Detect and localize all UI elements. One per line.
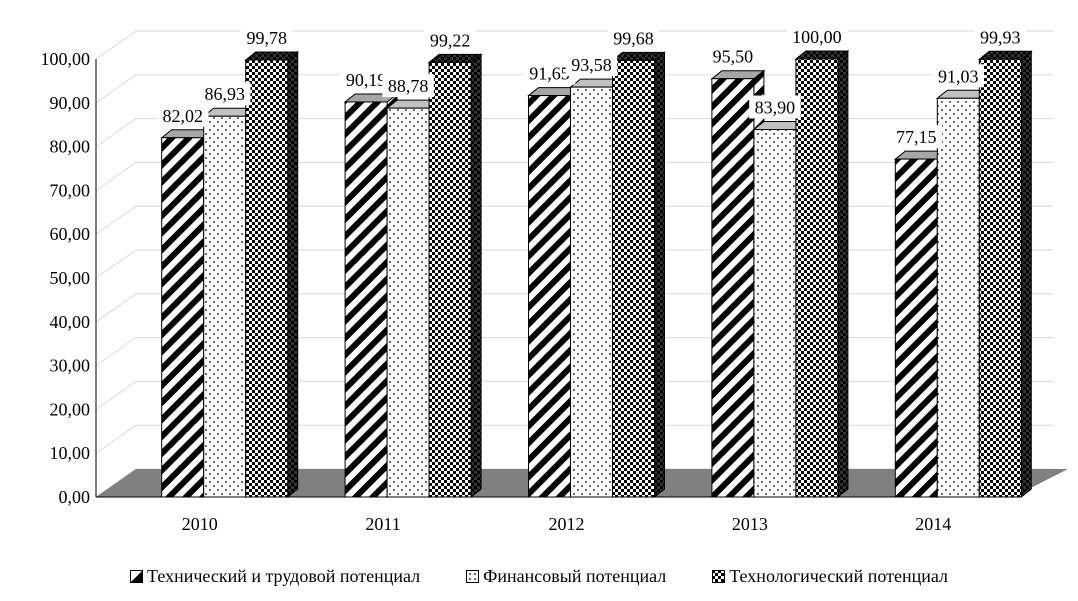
data-label-bg xyxy=(890,125,943,149)
data-label-bg xyxy=(156,103,209,127)
bar-front xyxy=(570,86,613,498)
data-label-bg xyxy=(240,25,293,49)
chart-legend: Технический и трудовой потенциал Финансо… xyxy=(0,566,1078,587)
bar-front xyxy=(936,97,980,498)
data-label: 100,00 xyxy=(792,27,842,47)
bar-front xyxy=(795,58,839,498)
legend-label-financial: Финансовый потенциал xyxy=(483,566,667,586)
data-label: 99,22 xyxy=(430,30,471,50)
y-tick-label: 100,00 xyxy=(41,49,91,69)
data-label: 86,93 xyxy=(204,84,245,104)
bar xyxy=(427,53,483,499)
x-tick-label: 2011 xyxy=(365,514,400,534)
bar xyxy=(611,51,666,499)
bar xyxy=(794,49,850,499)
data-label-bg xyxy=(565,53,618,77)
y-tick-label: 30,00 xyxy=(50,356,91,376)
data-label: 88,78 xyxy=(388,76,429,96)
y-tick-label: 60,00 xyxy=(50,224,91,244)
y-tick-label: 70,00 xyxy=(50,180,91,200)
bar xyxy=(977,50,1033,499)
bar-front xyxy=(386,107,430,498)
bar-front xyxy=(894,158,938,498)
x-tick-label: 2012 xyxy=(549,514,585,534)
x-tick-label: 2014 xyxy=(915,514,951,534)
data-label-bg xyxy=(786,25,848,48)
gridline xyxy=(95,30,1053,60)
y-tick-label: 50,00 xyxy=(50,268,91,288)
bar-side xyxy=(837,49,849,499)
bar-front xyxy=(978,58,1022,498)
y-tick-label: 80,00 xyxy=(50,137,91,157)
data-label: 95,50 xyxy=(713,47,754,67)
legend-label-technical: Технический и трудовой потенциал xyxy=(147,566,421,586)
data-label: 93,58 xyxy=(571,55,612,75)
legend-swatch-checker-icon xyxy=(712,570,726,583)
bar-side xyxy=(654,51,665,499)
bar-side xyxy=(287,50,299,499)
bar-top xyxy=(244,51,300,61)
data-label: 91,03 xyxy=(938,66,979,86)
legend-label-technological: Технологический потенциал xyxy=(729,566,948,586)
data-label: 91,65 xyxy=(529,64,570,84)
x-tick-label: 2013 xyxy=(732,514,768,534)
y-tick-label: 10,00 xyxy=(50,443,91,463)
data-label-bg xyxy=(424,28,476,52)
data-label-bg xyxy=(382,74,434,98)
legend-swatch-diagonal-icon xyxy=(130,570,144,583)
x-tick-label: 2010 xyxy=(182,514,218,534)
bar-top xyxy=(611,51,666,61)
bar-front xyxy=(203,115,247,498)
bar xyxy=(244,50,300,499)
bar-top xyxy=(710,70,766,80)
data-label: 99,68 xyxy=(613,28,654,48)
data-label-bg xyxy=(607,26,660,50)
bar-front xyxy=(344,101,388,498)
data-label-bg xyxy=(749,95,801,119)
bar-front xyxy=(711,78,755,498)
bar-front xyxy=(428,61,472,498)
bar-front xyxy=(245,59,289,498)
y-tick-label: 0,00 xyxy=(59,487,91,507)
chart-plot: 0,00 10,00 20,00 30,00 40,00 50,00 60,00 70,00 8… xyxy=(41,25,1068,534)
data-label-bg xyxy=(932,64,985,88)
data-label-bg xyxy=(974,25,1027,49)
bar-top xyxy=(977,50,1033,60)
bar-top xyxy=(427,53,483,63)
data-label: 82,02 xyxy=(162,106,203,126)
bar-side xyxy=(1020,50,1032,499)
bar-side xyxy=(470,53,482,499)
y-tick-label: 40,00 xyxy=(50,312,91,332)
data-label-bg xyxy=(340,67,392,91)
legend-item-technological: Технологический потенциал xyxy=(712,566,948,587)
data-label-bg xyxy=(523,61,576,85)
bar-top xyxy=(794,50,850,60)
data-label: 90,19 xyxy=(346,70,387,90)
bar-front xyxy=(753,129,797,498)
legend-item-technical: Технический и трудовой потенциал xyxy=(130,566,420,587)
y-tick-label: 20,00 xyxy=(50,399,91,419)
legend-item-financial: Финансовый потенциал xyxy=(466,566,666,587)
data-label: 99,93 xyxy=(980,27,1021,47)
data-label: 77,15 xyxy=(896,127,937,147)
bar-front xyxy=(161,137,205,498)
legend-swatch-dots-icon xyxy=(466,570,480,583)
data-label-bg xyxy=(198,82,251,106)
bar-front xyxy=(528,95,571,498)
data-label-bg xyxy=(707,44,759,68)
data-label: 99,78 xyxy=(246,28,287,48)
data-label: 83,90 xyxy=(755,98,796,118)
bar-front xyxy=(612,59,655,498)
y-tick-label: 90,00 xyxy=(50,93,91,113)
